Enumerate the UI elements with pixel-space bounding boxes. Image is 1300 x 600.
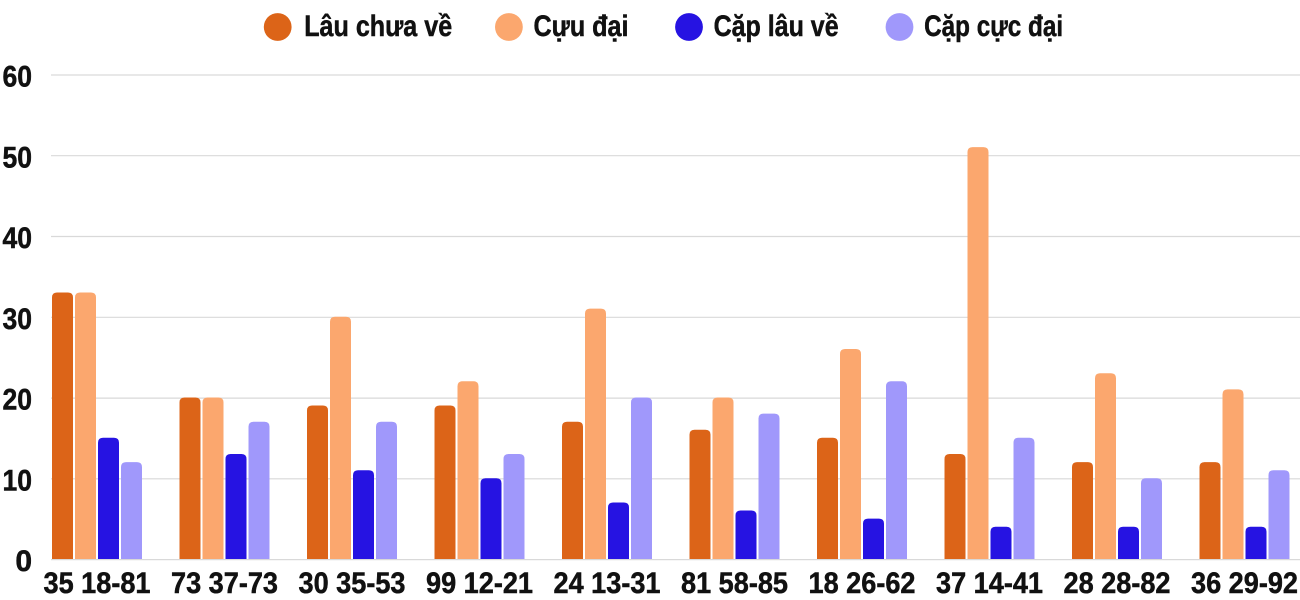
svg-text:Cặp lâu về: Cặp lâu về [714, 10, 839, 43]
svg-text:73 37-73: 73 37-73 [171, 567, 278, 600]
svg-text:Cặp cực đại: Cặp cực đại [924, 10, 1063, 43]
svg-text:Cựu đại: Cựu đại [534, 10, 629, 43]
svg-text:50: 50 [3, 141, 33, 174]
svg-text:Lâu chưa về: Lâu chưa về [304, 10, 452, 43]
svg-text:30: 30 [3, 303, 33, 336]
svg-text:36 29-92: 36 29-92 [1191, 567, 1298, 600]
svg-text:37 14-41: 37 14-41 [936, 567, 1043, 600]
svg-text:24 13-31: 24 13-31 [554, 567, 661, 600]
svg-text:30 35-53: 30 35-53 [299, 567, 406, 600]
svg-text:40: 40 [3, 222, 33, 255]
svg-text:28 28-82: 28 28-82 [1064, 567, 1171, 600]
svg-text:10: 10 [3, 464, 33, 497]
svg-text:81 58-85: 81 58-85 [681, 567, 788, 600]
svg-text:99 12-21: 99 12-21 [426, 567, 533, 600]
svg-text:35 18-81: 35 18-81 [44, 567, 151, 600]
svg-text:0: 0 [15, 545, 32, 578]
svg-text:20: 20 [3, 384, 33, 417]
svg-text:60: 60 [3, 61, 33, 94]
svg-text:18 26-62: 18 26-62 [809, 567, 916, 600]
